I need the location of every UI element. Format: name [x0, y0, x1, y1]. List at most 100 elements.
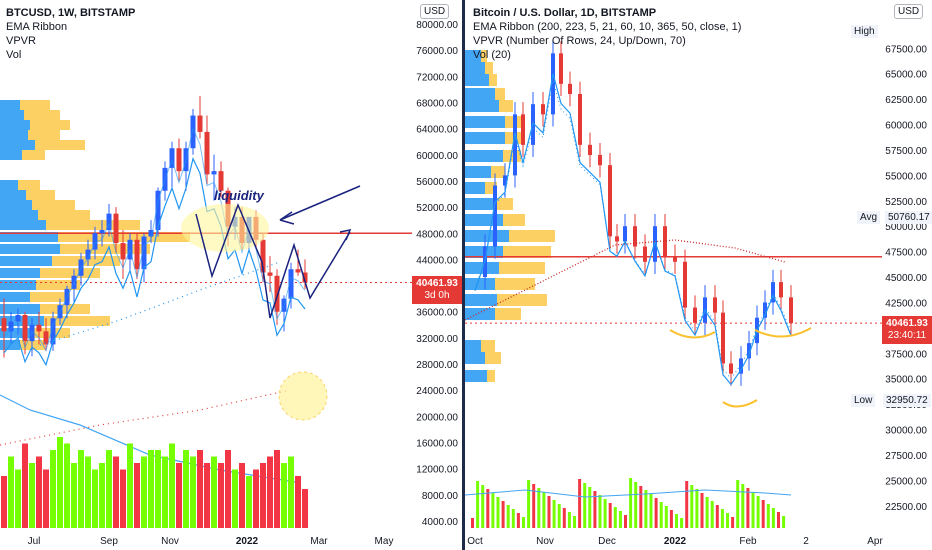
- right-volume-bar: [516, 513, 520, 528]
- left-volume-bar: [239, 463, 245, 528]
- right-legend-vol[interactable]: Vol (20): [473, 49, 511, 61]
- left-volume-bar: [162, 456, 168, 528]
- right-smile-mark: [669, 329, 716, 339]
- right-vpvr-down-bar: [503, 246, 551, 258]
- right-volume-bar: [629, 478, 633, 528]
- left-volume-bar: [8, 456, 14, 528]
- right-vpvr-up-bar: [465, 150, 503, 162]
- left-vpvr-down-bar: [22, 150, 45, 160]
- right-countdown: 23:40:11: [887, 330, 927, 341]
- right-vpvr-up-bar: [465, 262, 499, 274]
- left-vpvr-up-bar: [0, 244, 60, 254]
- right-volume-bar: [506, 505, 510, 528]
- right-volume-bar: [598, 495, 602, 528]
- left-candle-body: [29, 324, 35, 342]
- right-legend-symbol[interactable]: Bitcoin / U.S. Dollar, 1D, BITSTAMP: [473, 7, 657, 19]
- low-label: Low: [851, 394, 876, 407]
- left-x-tick: Mar: [310, 536, 328, 547]
- left-chart-canvas[interactable]: 80000.00 76000.00 72000.00 68000.00 64000.00…: [0, 0, 462, 550]
- left-vpvr-down-bar: [46, 220, 140, 230]
- left-chart-panel[interactable]: 80000.00 76000.00 72000.00 68000.00 64000.00…: [0, 0, 462, 550]
- right-chart-panel[interactable]: 67500.00 65000.00 62500.00 60000.00 57500.00…: [465, 0, 932, 550]
- left-volume-bar: [1, 476, 7, 528]
- left-candle-body: [190, 115, 196, 149]
- left-volume-bar: [99, 463, 105, 528]
- right-currency-badge[interactable]: USD: [894, 4, 924, 19]
- right-legend-ema[interactable]: EMA Ribbon (200, 223, 5, 21, 60, 10, 365…: [473, 21, 742, 33]
- right-vpvr-up-bar: [465, 214, 503, 226]
- right-candle-body: [521, 114, 525, 145]
- left-candle-body: [113, 213, 119, 244]
- left-vpvr-down-bar: [28, 130, 60, 140]
- right-volume-bar: [726, 513, 729, 528]
- panel-divider[interactable]: [462, 0, 465, 550]
- right-candle-body: [588, 144, 592, 156]
- right-legend-vpvr[interactable]: VPVR (Number Of Rows, 24, Up/Down, 70): [473, 35, 686, 47]
- left-volume-bar: [71, 463, 77, 528]
- right-y-tick: 47500.00: [885, 248, 927, 259]
- left-ema-slow-line: [3, 156, 306, 367]
- right-volume-bar: [613, 507, 617, 528]
- right-volume-bar: [690, 485, 694, 528]
- right-vpvr-up-bar: [465, 278, 495, 290]
- right-vpvr-up-bar: [465, 100, 499, 112]
- right-volume-bar: [522, 517, 525, 528]
- right-y-tick: 65000.00: [885, 70, 927, 81]
- left-volume-bar: [78, 450, 84, 528]
- left-vpvr-up-bar: [0, 280, 36, 290]
- right-vpvr-up-bar: [465, 308, 495, 320]
- left-volume-bar: [190, 456, 196, 528]
- right-candle-body: [541, 104, 545, 115]
- left-currency-badge[interactable]: USD: [420, 4, 450, 19]
- left-legend-symbol[interactable]: BTCUSD, 1W, BITSTAMP: [6, 7, 136, 19]
- right-volume-bar: [562, 508, 566, 528]
- right-volume-bar: [766, 504, 770, 528]
- right-y-tick: 22500.00: [885, 502, 927, 513]
- left-legend: BTCUSD, 1W, BITSTAMP EMA Ribbon VPVR Vol: [6, 6, 135, 62]
- right-y-tick: 62500.00: [885, 95, 927, 106]
- left-x-tick: 2022: [236, 536, 259, 547]
- left-candle-body: [99, 229, 105, 234]
- left-vpvr-up-bar: [0, 130, 28, 140]
- left-liquidity-annotation: liquidity: [214, 188, 265, 203]
- right-candle-body: [713, 297, 717, 313]
- right-candle-body: [578, 94, 582, 145]
- left-volume-bar: [64, 443, 70, 528]
- left-volume-bar: [57, 437, 63, 528]
- right-vpvr-up-bar: [465, 62, 485, 74]
- right-vpvr-up-bar: [465, 340, 481, 352]
- left-vpvr-up-bar: [0, 232, 58, 242]
- right-volume-bar: [624, 515, 627, 528]
- right-volume-bar: [608, 503, 612, 528]
- left-legend-ema[interactable]: EMA Ribbon: [6, 21, 68, 33]
- right-volume-bar: [720, 509, 724, 528]
- left-y-tick: 72000.00: [416, 72, 458, 83]
- right-candle-body: [493, 185, 497, 247]
- right-y-tick: 60000.00: [885, 121, 927, 132]
- left-candle-body: [218, 171, 224, 191]
- right-vpvr-up-bar: [465, 74, 489, 86]
- left-vpvr-down-bar: [60, 244, 150, 254]
- right-candle-body: [763, 302, 767, 318]
- left-volume-bar: [274, 450, 280, 528]
- right-volume-bar: [731, 517, 735, 528]
- left-candle-body: [36, 324, 42, 332]
- right-volume-bar: [537, 488, 541, 528]
- right-candle-body: [643, 246, 647, 262]
- left-legend-vol[interactable]: Vol: [6, 49, 22, 61]
- left-legend-vpvr[interactable]: VPVR: [6, 35, 36, 47]
- right-volume-bar: [715, 505, 719, 528]
- left-candle-body: [22, 315, 28, 342]
- left-volume-bar: [50, 450, 56, 528]
- right-volume-bar: [476, 481, 480, 528]
- left-candle-body: [15, 315, 21, 322]
- left-candle-body: [295, 269, 301, 273]
- right-legend: Bitcoin / U.S. Dollar, 1D, BITSTAMP EMA …: [473, 6, 741, 62]
- left-x-tick: Jul: [28, 536, 41, 547]
- right-last-price: 40461.93: [886, 318, 928, 329]
- right-vpvr-up-bar: [465, 230, 509, 242]
- right-candle-body: [663, 226, 667, 257]
- right-y-tick: 25000.00: [885, 476, 927, 487]
- left-x-tick: May: [375, 536, 394, 547]
- right-chart-canvas[interactable]: 67500.00 65000.00 62500.00 60000.00 57500.00…: [465, 0, 932, 550]
